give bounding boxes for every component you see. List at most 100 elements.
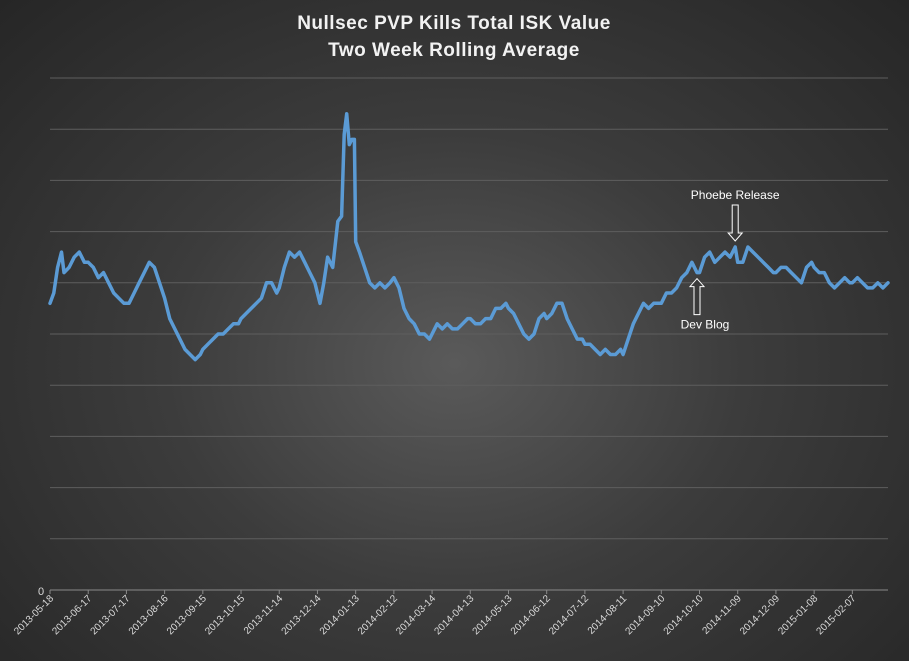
data-point: [626, 337, 630, 341]
data-point: [810, 260, 813, 264]
data-point: [198, 353, 202, 356]
data-point: [173, 327, 177, 331]
series-line-0: [48, 112, 890, 362]
data-point: [163, 296, 167, 300]
data-point: [127, 301, 131, 305]
data-point: [817, 271, 821, 274]
data-point: [609, 353, 612, 356]
data-point: [412, 322, 416, 326]
data-point: [423, 332, 426, 336]
data-point: [265, 281, 268, 285]
data-point: [326, 255, 329, 259]
data-point: [397, 286, 401, 290]
x-tick-label: 2015-02-07: [815, 593, 859, 637]
data-point: [249, 307, 253, 310]
data-point: [680, 276, 684, 280]
data-point: [761, 260, 765, 264]
data-point: [122, 301, 126, 305]
data-point: [407, 317, 411, 320]
data-point: [881, 286, 885, 290]
data-point: [603, 348, 607, 351]
data-point: [575, 337, 579, 341]
data-point: [102, 271, 105, 274]
data-point: [565, 317, 569, 320]
annotation-label-1: Dev Blog: [681, 318, 730, 332]
gridlines: [50, 77, 888, 591]
data-point: [685, 271, 689, 274]
data-point: [117, 296, 121, 300]
data-point: [86, 260, 90, 264]
data-point: [489, 317, 493, 320]
data-point: [657, 301, 661, 305]
data-point: [843, 276, 847, 280]
data-point: [866, 286, 869, 290]
data-point: [451, 327, 454, 331]
data-point: [322, 281, 326, 285]
data-point: [659, 301, 663, 305]
data-point: [226, 327, 230, 331]
data-point: [340, 214, 343, 218]
data-point: [637, 312, 640, 315]
data-point: [542, 312, 546, 315]
data-point: [62, 271, 66, 274]
data-point: [774, 271, 778, 274]
data-point: [698, 271, 701, 274]
data-point: [388, 281, 392, 285]
x-tick-label: 2014-03-14: [394, 593, 438, 637]
data-point: [277, 286, 281, 290]
data-point: [158, 281, 161, 285]
data-point: [237, 322, 240, 326]
data-point: [512, 312, 515, 315]
x-tick-label: 2015-01-08: [776, 593, 820, 637]
data-point: [479, 322, 482, 326]
data-point: [193, 358, 197, 361]
data-point: [598, 353, 602, 356]
data-point: [861, 281, 864, 285]
data-point: [805, 266, 808, 269]
data-point: [232, 322, 235, 326]
data-point: [358, 250, 361, 254]
data-point: [316, 291, 319, 295]
data-point: [545, 317, 549, 320]
data-point: [583, 342, 587, 346]
data-point: [560, 301, 564, 305]
x-tick-label: 2014-04-13: [432, 593, 476, 637]
data-point: [522, 332, 526, 336]
x-tick-label: 2014-12-09: [738, 593, 782, 637]
data-point: [507, 307, 510, 310]
x-tick-label: 2013-07-17: [89, 593, 133, 637]
data-point: [430, 332, 434, 336]
data-point: [445, 322, 449, 326]
data-point: [504, 301, 508, 305]
data-point: [336, 220, 340, 223]
y-axis-zero-label: 0: [38, 586, 44, 598]
data-point: [440, 327, 444, 331]
data-point: [97, 276, 100, 280]
annotation-arrow-0: [727, 204, 744, 242]
data-point: [347, 143, 351, 147]
data-point: [751, 250, 755, 254]
x-tick-label: 2013-12-14: [280, 593, 324, 637]
data-point: [647, 307, 650, 310]
data-point: [848, 281, 852, 285]
data-point: [298, 250, 301, 254]
data-point: [537, 317, 541, 320]
data-point: [331, 266, 335, 269]
data-point: [373, 286, 377, 290]
data-point: [838, 281, 841, 285]
data-point: [244, 312, 248, 315]
data-point: [812, 266, 816, 269]
data-point: [652, 301, 656, 305]
chart-title-line-2: Two Week Rolling Average: [328, 40, 580, 61]
x-tick-label: 2014-07-12: [547, 593, 591, 637]
data-point: [772, 271, 775, 274]
data-point: [619, 348, 622, 351]
data-point: [350, 138, 354, 141]
data-point: [527, 337, 531, 341]
data-point: [293, 255, 296, 259]
data-point: [466, 317, 470, 320]
data-point: [570, 327, 574, 331]
data-point: [756, 255, 760, 259]
x-tick-label: 2013-09-15: [165, 593, 209, 637]
data-point: [275, 291, 279, 295]
